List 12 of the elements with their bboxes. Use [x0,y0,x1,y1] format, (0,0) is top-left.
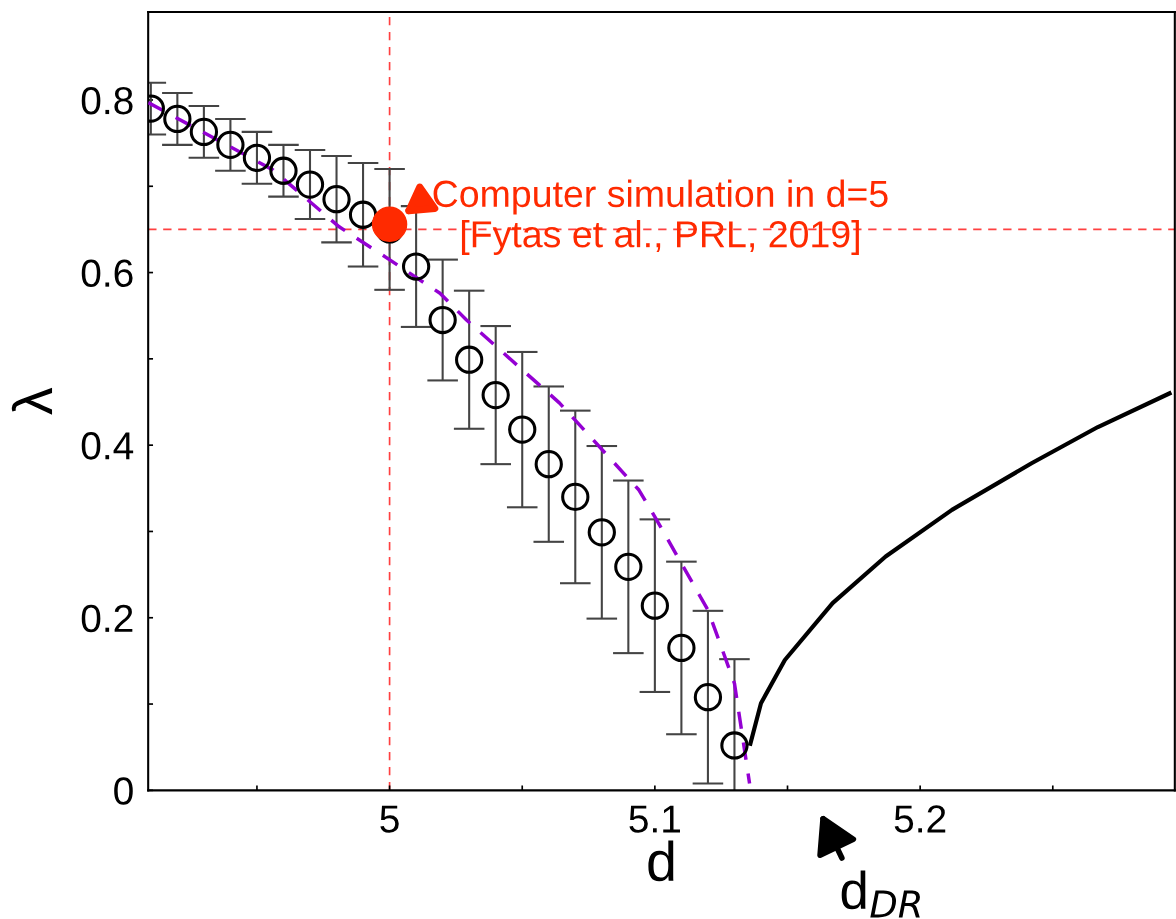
y-tick-label: 0 [114,777,133,805]
x-tick-label: 5.1 [629,805,680,833]
y-tick-label: 0.2 [81,604,133,633]
x-tick-label: 5.2 [894,805,946,833]
y-axis-title: λ [11,387,53,415]
annotation: Computer simulation in d=5 [Fytas et al., PRL, 2019] [433,179,888,255]
x-tick-label: 5 [380,805,399,833]
y-tick-label: 0.8 [81,86,133,115]
text: d$_{DR}$ [841,870,920,918]
y-tick-label: 0.4 [81,432,134,460]
y-tick-label: 0.6 [81,259,133,288]
x-axis-title: d [648,840,674,882]
